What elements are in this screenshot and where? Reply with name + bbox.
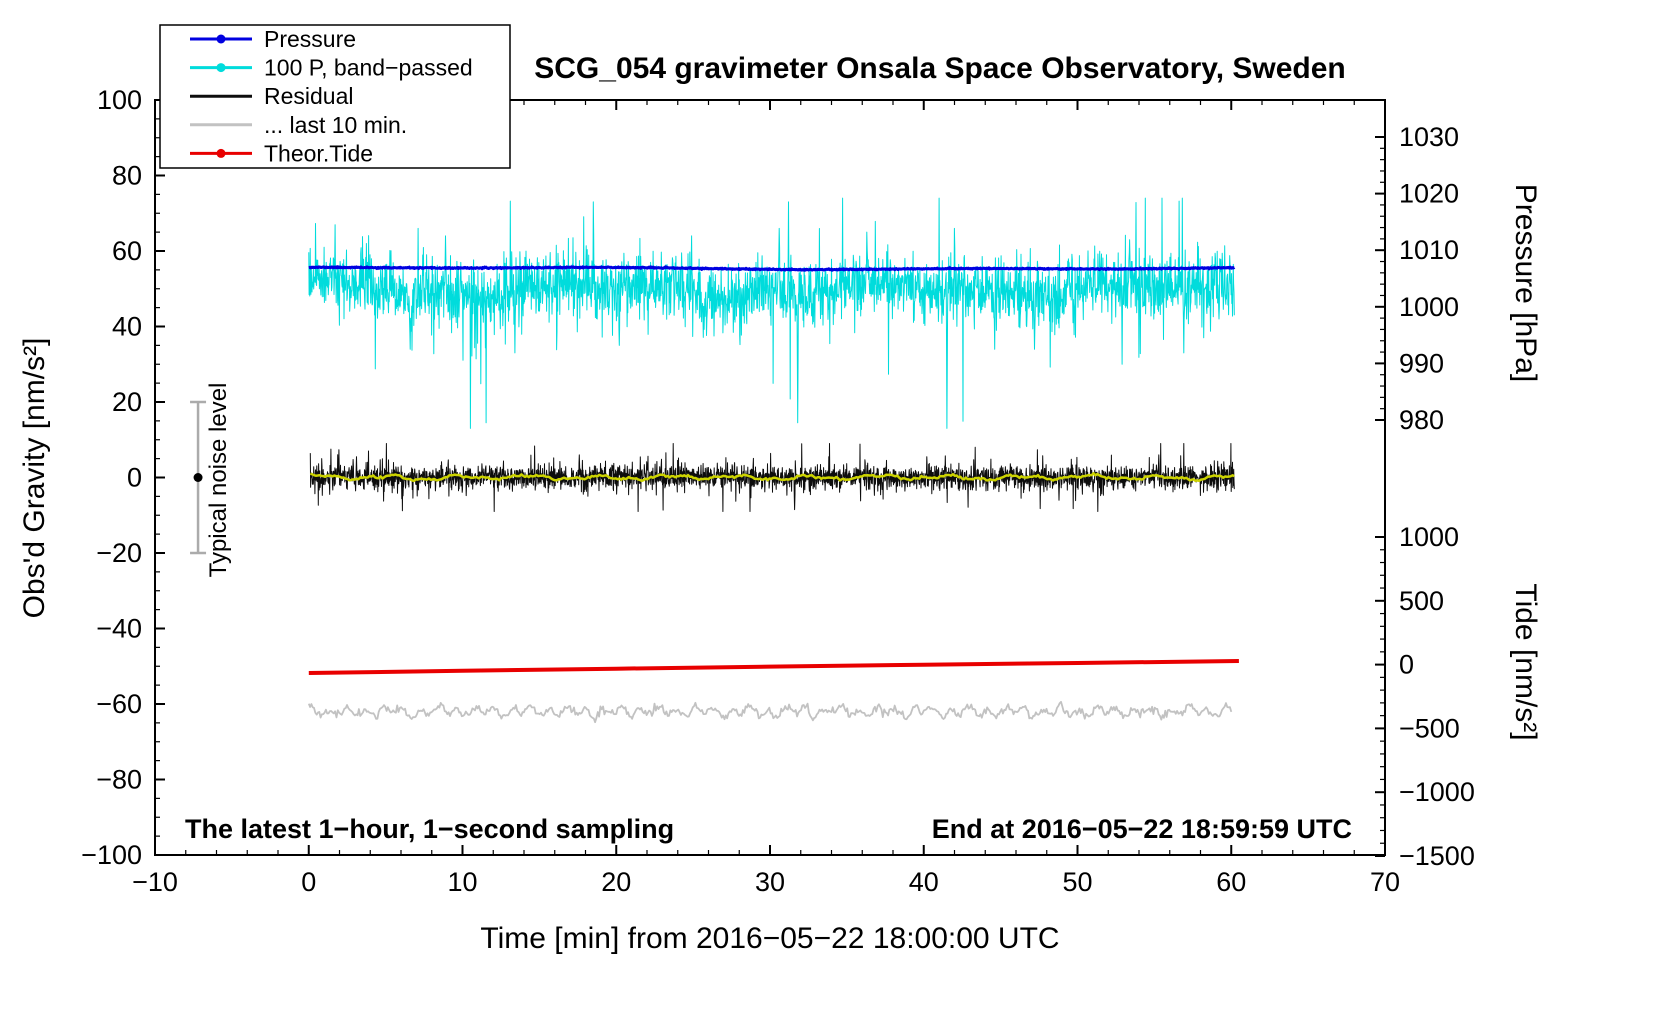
end-time-note: End at 2016−05−22 18:59:59 UTC <box>932 814 1352 844</box>
legend-item-label: ... last 10 min. <box>264 112 407 138</box>
gravity-tick-label: 60 <box>112 236 142 266</box>
legend-marker-dot <box>216 34 226 44</box>
legend-marker-dot <box>216 63 226 73</box>
pressure-tick-label: 1020 <box>1399 179 1459 209</box>
chart-title: SCG_054 gravimeter Onsala Space Observat… <box>534 52 1346 85</box>
x-tick-label: 70 <box>1370 867 1400 897</box>
x-tick-label: 60 <box>1216 867 1246 897</box>
gravity-tick-label: 0 <box>127 463 142 493</box>
pressure-tick-label: 1030 <box>1399 122 1459 152</box>
gravity-tick-label: −60 <box>96 689 142 719</box>
series-line-last10min <box>307 700 1233 724</box>
tide-tick-label: 0 <box>1399 650 1414 680</box>
pressure-axis-label: Pressure [hPa] <box>1509 184 1542 382</box>
data-series <box>307 197 1239 724</box>
series-line-pressure_bandpassed <box>308 197 1235 429</box>
pressure-tick-label: 1000 <box>1399 292 1459 322</box>
legend-item-label: Theor.Tide <box>264 140 373 166</box>
x-tick-label: 40 <box>909 867 939 897</box>
legend-item-label: Pressure <box>264 26 356 52</box>
pressure-tick-label: 990 <box>1399 348 1444 378</box>
tide-tick-label: −1500 <box>1399 841 1475 871</box>
sampling-note: The latest 1−hour, 1−second sampling <box>185 814 674 844</box>
tide-tick-label: 500 <box>1399 586 1444 616</box>
pressure-tick-label: 1010 <box>1399 235 1459 265</box>
tide-axis-label: Tide [nm/s²] <box>1509 583 1542 740</box>
gravity-tick-label: −40 <box>96 614 142 644</box>
x-tick-label: 10 <box>447 867 477 897</box>
x-tick-label: 0 <box>301 867 316 897</box>
x-tick-label: 50 <box>1062 867 1092 897</box>
tide-tick-label: 1000 <box>1399 522 1459 552</box>
noise-level-label: Typical noise level <box>205 383 232 578</box>
noise-level-marker <box>190 400 207 555</box>
tide-tick-label: −500 <box>1399 713 1460 743</box>
x-tick-label: −10 <box>132 867 178 897</box>
series-line-theor_tide <box>308 659 1239 675</box>
gravity-tick-label: 20 <box>112 387 142 417</box>
x-axis-label: Time [min] from 2016−05−22 18:00:00 UTC <box>480 922 1059 955</box>
gravity-tick-label: 80 <box>112 161 142 191</box>
legend-item-label: 100 P, band−passed <box>264 55 473 81</box>
pressure-tick-label: 980 <box>1399 405 1444 435</box>
tide-tick-label: −1000 <box>1399 777 1475 807</box>
gravity-tick-label: 40 <box>112 312 142 342</box>
gravity-axis-label: Obs'd Gravity [nm/s²] <box>18 338 51 619</box>
legend-item-label: Residual <box>264 83 354 109</box>
axis-ticks: −10 0 10 20 30 40 50 60 70−100−80−60−40−20020406… <box>81 85 1475 897</box>
legend-marker-dot <box>216 148 226 158</box>
series-line-pressure <box>307 265 1236 272</box>
gravity-tick-label: −20 <box>96 538 142 568</box>
x-tick-label: 20 <box>601 867 631 897</box>
noise-center-dot <box>193 473 203 482</box>
series-line-residual_lowpass <box>310 472 1235 483</box>
gravity-tick-label: −100 <box>81 840 142 870</box>
gravity-tick-label: 100 <box>97 85 142 115</box>
series-line-residual <box>309 443 1235 512</box>
x-tick-label: 30 <box>755 867 785 897</box>
gravity-tick-label: −80 <box>96 765 142 795</box>
